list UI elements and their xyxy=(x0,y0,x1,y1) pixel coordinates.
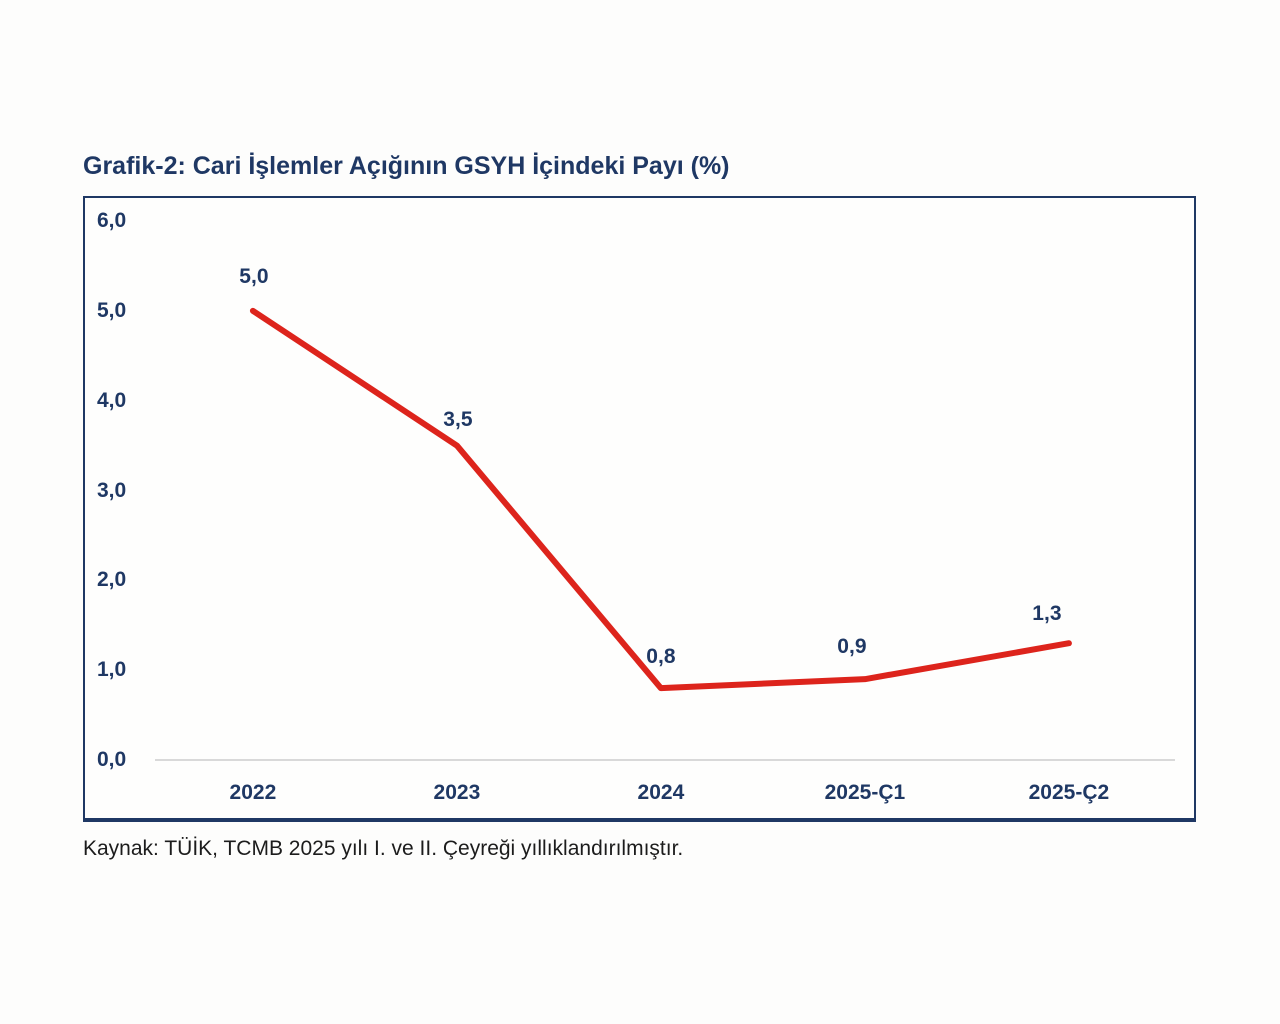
chart-title: Grafik-2: Cari İşlemler Açığının GSYH İç… xyxy=(83,152,730,180)
y-axis-tick-label: 0,0 xyxy=(97,748,127,771)
data-point-label: 1,3 xyxy=(1032,602,1062,626)
series-line xyxy=(249,307,1072,692)
y-axis-tick-label: 2,0 xyxy=(97,568,127,592)
x-axis-tick-label: 2025-Ç2 xyxy=(1028,781,1110,804)
data-point-label: 3,5 xyxy=(443,407,473,431)
chart-plot-area: 6,0 5,0 4,0 3,0 2,0 1,0 0,0 2022 2023 2024 2025-Ç1… xyxy=(83,196,1196,822)
zero-gridline xyxy=(155,759,1175,761)
data-point-label: 0,8 xyxy=(646,645,676,669)
x-axis-tick-label: 2022 xyxy=(229,781,277,804)
y-axis-tick-label: 6,0 xyxy=(97,209,127,232)
y-axis-tick-label: 1,0 xyxy=(97,658,127,682)
y-axis-tick-label: 4,0 xyxy=(97,388,127,412)
data-point-label: 0,9 xyxy=(837,635,867,659)
x-axis-tick-label: 2024 xyxy=(637,781,685,804)
plot-region: 6,0 5,0 4,0 3,0 2,0 1,0 0,0 2022 2023 2024 2025-Ç1… xyxy=(85,198,1194,818)
x-axis-tick-label: 2025-Ç1 xyxy=(824,781,906,804)
y-axis-tick-label: 5,0 xyxy=(97,298,127,322)
data-point-label: 5,0 xyxy=(239,264,269,288)
y-axis-tick-label: 3,0 xyxy=(97,478,127,502)
source-caption: Kaynak: TÜİK, TCMB 2025 yılı I. ve II. Ç… xyxy=(83,837,684,860)
x-axis-tick-label: 2023 xyxy=(433,781,481,804)
